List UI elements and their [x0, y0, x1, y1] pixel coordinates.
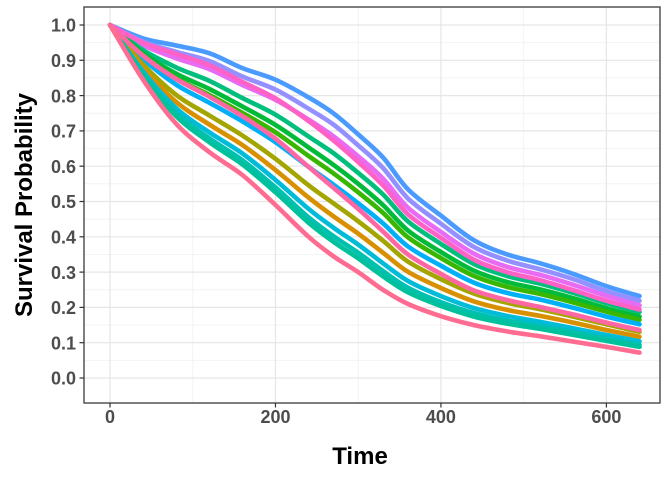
- series-line-rose: [107, 22, 642, 355]
- series-line-blue: [107, 22, 642, 299]
- series-line-hot-pink: [107, 22, 642, 333]
- y-tick-label: 0.1: [51, 333, 76, 353]
- series-line-orchid: [107, 22, 642, 308]
- series-line-sky-blue: [107, 22, 642, 327]
- y-tick-label: 0.5: [51, 192, 76, 212]
- x-tick-label: 0: [105, 407, 115, 427]
- series-line-teal: [107, 22, 642, 348]
- y-tick-label: 0.2: [51, 298, 76, 318]
- x-axis-title: Time: [332, 443, 388, 470]
- series-line-goldenrod: [107, 22, 642, 339]
- y-tick-label: 0.6: [51, 157, 76, 177]
- panel-border: [83, 6, 661, 404]
- series-line-emerald: [107, 22, 642, 319]
- series-line-periwinkle: [107, 22, 642, 303]
- y-tick-label: 0.3: [51, 263, 76, 283]
- x-tick-label: 200: [260, 407, 290, 427]
- series-line-cyan: [107, 22, 642, 344]
- y-tick-label: 0.4: [51, 228, 76, 248]
- y-axis-title: Survival Probability: [11, 92, 38, 318]
- y-tick-label: 1.0: [51, 16, 76, 36]
- y-tick-label: 0.9: [51, 51, 76, 71]
- x-tick-label: 600: [591, 407, 621, 427]
- series-line-magenta: [107, 22, 642, 312]
- x-tick-label: 400: [426, 407, 456, 427]
- y-tick-label: 0.8: [51, 86, 76, 106]
- y-tick-label: 0.0: [51, 369, 76, 389]
- y-tick-label: 0.7: [51, 122, 76, 142]
- series-line-teal-green: [107, 22, 642, 315]
- series-line-sea-green: [107, 22, 642, 350]
